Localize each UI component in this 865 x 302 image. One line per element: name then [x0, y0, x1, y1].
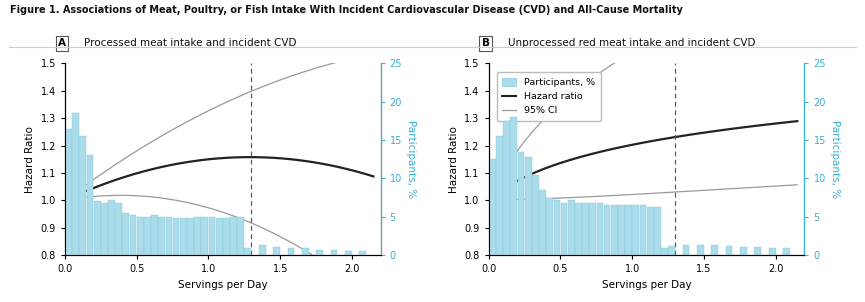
Bar — [489, 159, 496, 255]
Bar — [567, 200, 574, 255]
Bar — [503, 121, 510, 255]
X-axis label: Servings per Day: Servings per Day — [178, 280, 267, 290]
Y-axis label: Hazard Ratio: Hazard Ratio — [25, 126, 35, 193]
Bar — [158, 217, 165, 255]
Bar — [510, 117, 517, 255]
Y-axis label: Participants, %: Participants, % — [406, 120, 416, 198]
Bar — [165, 217, 172, 255]
Bar — [302, 248, 309, 255]
Bar — [639, 205, 646, 255]
Bar — [273, 247, 280, 255]
Bar — [73, 113, 79, 255]
Bar — [632, 205, 639, 255]
Bar — [215, 218, 222, 255]
Bar — [532, 175, 539, 255]
Bar — [202, 217, 208, 255]
Bar — [101, 203, 108, 255]
Text: Figure 1. Associations of Meat, Poultry, or Fish Intake With Incident Cardiovasc: Figure 1. Associations of Meat, Poultry,… — [10, 5, 683, 14]
Bar — [86, 156, 93, 255]
Bar — [115, 203, 122, 255]
Bar — [173, 218, 179, 255]
Bar — [682, 245, 689, 255]
Bar — [575, 203, 582, 255]
Legend: Participants, %, Hazard ratio, 95% CI: Participants, %, Hazard ratio, 95% CI — [497, 72, 601, 121]
Bar — [539, 190, 546, 255]
Bar — [726, 246, 733, 255]
Bar — [611, 205, 618, 255]
Bar — [661, 248, 668, 255]
Bar — [195, 217, 201, 255]
Bar — [654, 207, 661, 255]
Bar — [144, 217, 151, 255]
Bar — [604, 205, 611, 255]
Text: A: A — [58, 38, 66, 49]
Bar — [80, 136, 86, 255]
Bar — [137, 217, 144, 255]
Bar — [625, 205, 632, 255]
Bar — [582, 203, 589, 255]
Bar — [497, 136, 503, 255]
Bar — [330, 250, 337, 255]
Bar — [245, 248, 251, 255]
Bar — [517, 152, 524, 255]
Bar — [561, 203, 567, 255]
Bar — [317, 250, 323, 255]
Bar — [130, 215, 137, 255]
Bar — [287, 248, 294, 255]
Bar — [180, 218, 187, 255]
Bar — [769, 248, 776, 255]
Bar — [187, 218, 194, 255]
Bar — [525, 157, 532, 255]
Bar — [597, 203, 603, 255]
Bar — [618, 205, 625, 255]
Bar — [589, 203, 596, 255]
Bar — [230, 217, 237, 255]
Bar — [259, 245, 266, 255]
Bar — [65, 129, 72, 255]
Bar — [345, 251, 352, 255]
Bar — [547, 198, 553, 255]
Bar — [108, 200, 115, 255]
Bar — [223, 218, 230, 255]
Bar — [93, 201, 100, 255]
Text: Unprocessed red meat intake and incident CVD: Unprocessed red meat intake and incident… — [508, 38, 755, 49]
X-axis label: Servings per Day: Servings per Day — [602, 280, 691, 290]
Bar — [123, 213, 129, 255]
Bar — [697, 245, 704, 255]
Bar — [237, 217, 244, 255]
Bar — [359, 251, 366, 255]
Y-axis label: Participants, %: Participants, % — [830, 120, 840, 198]
Text: Processed meat intake and incident CVD: Processed meat intake and incident CVD — [84, 38, 297, 49]
Bar — [554, 200, 561, 255]
Bar — [783, 248, 790, 255]
Text: B: B — [482, 38, 490, 49]
Bar — [740, 247, 746, 255]
Bar — [669, 246, 675, 255]
Bar — [754, 247, 761, 255]
Bar — [151, 215, 158, 255]
Bar — [208, 217, 215, 255]
Bar — [711, 245, 718, 255]
Y-axis label: Hazard Ratio: Hazard Ratio — [449, 126, 458, 193]
Bar — [647, 207, 654, 255]
